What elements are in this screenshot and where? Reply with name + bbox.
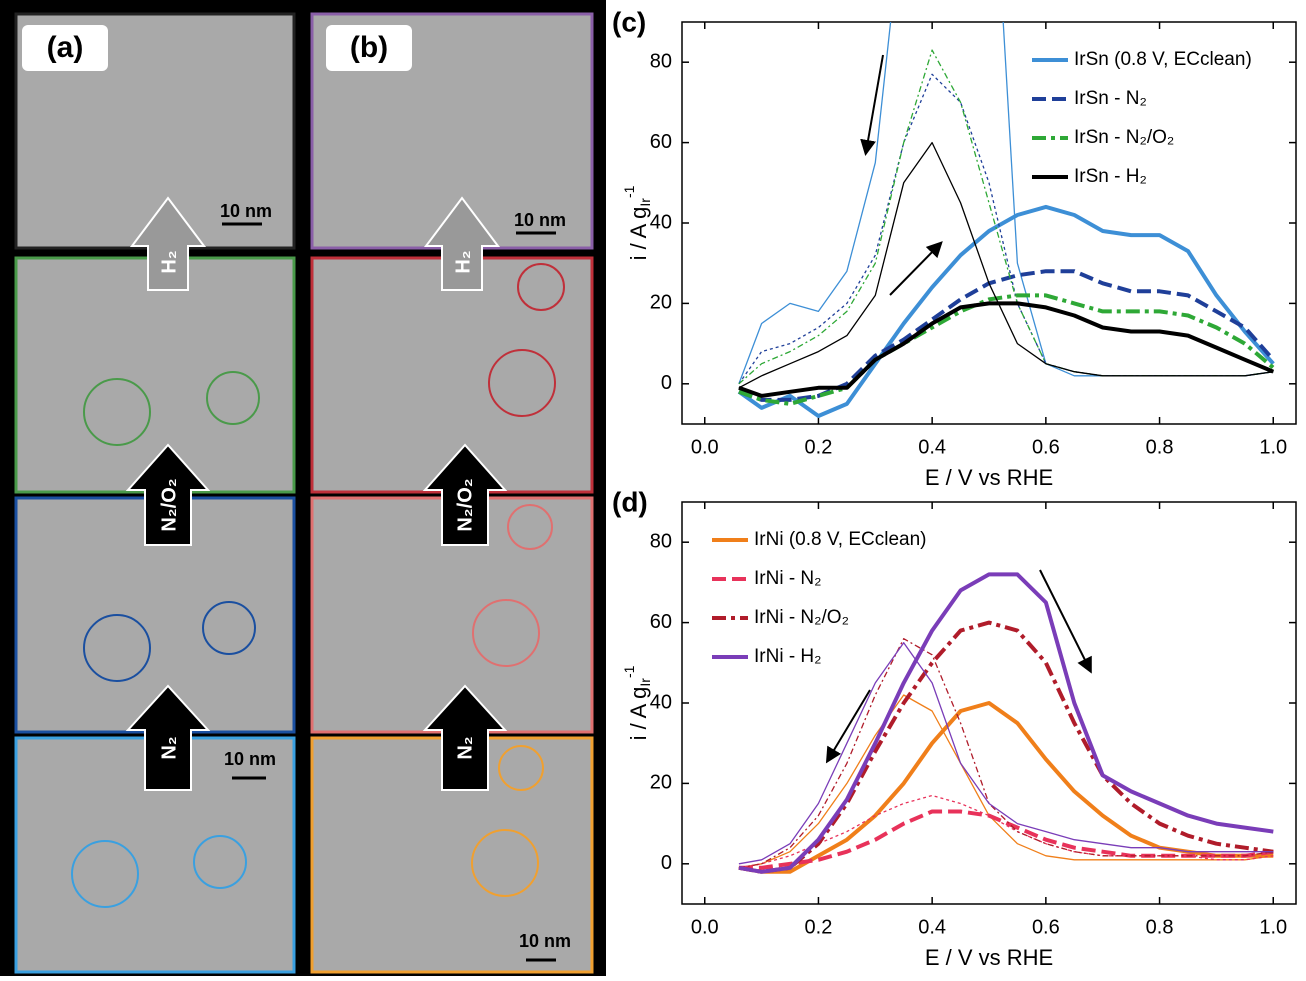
curve	[738, 49, 1274, 385]
x-tick-label: 0.4	[918, 436, 946, 458]
y-tick-label: 40	[650, 691, 672, 713]
scale-bar-label: 10 nm	[220, 201, 272, 221]
curve	[738, 638, 1274, 869]
curve	[738, 293, 1275, 406]
sweep-arrows	[825, 54, 1092, 764]
y-tick-label: 40	[650, 211, 672, 233]
x-tick-label: 0.6	[1032, 436, 1060, 458]
plot-frame	[681, 21, 1297, 425]
x-tick-label: 1.0	[1259, 436, 1287, 458]
curve	[738, 73, 1274, 385]
x-tick-label: 0.2	[805, 916, 833, 938]
x-tick-label: 0.2	[805, 436, 833, 458]
x-tick-label: 0.8	[1146, 916, 1174, 938]
legend-label: IrSn (0.8 V, ECclean)	[1074, 49, 1252, 70]
arrow-label: N₂/O₂	[158, 478, 180, 531]
y-axis-label-main: i / A g	[626, 687, 651, 741]
x-tick-label: 0.0	[691, 436, 719, 458]
curve	[738, 620, 1274, 874]
panel-label: (d)	[612, 486, 648, 517]
y-tick-label: 80	[650, 50, 672, 72]
legend-label: IrNi - N₂/O₂	[754, 607, 849, 628]
x-tick-label: 1.0	[1259, 916, 1287, 938]
x-tick-label: 0.6	[1032, 916, 1060, 938]
x-axis-label: E / V vs RHE	[925, 465, 1053, 490]
arrow-label: H₂	[452, 250, 474, 273]
y-axis-label-sup: -1	[621, 665, 637, 678]
legend-label: IrNi - N₂	[754, 568, 822, 589]
scale-bar-label: 10 nm	[224, 749, 276, 769]
plot-area	[738, 572, 1274, 874]
legend-label: IrNi (0.8 V, ECclean)	[754, 529, 926, 550]
arrow-label: N₂	[454, 736, 476, 759]
legend-label: IrSn - H₂	[1074, 166, 1147, 187]
curve	[738, 694, 1274, 869]
arrow-label: H₂	[158, 250, 180, 273]
panel-label: (c)	[612, 6, 646, 37]
y-tick-label: 60	[650, 131, 672, 153]
x-tick-label: 0.0	[691, 916, 719, 938]
arrow-label: N₂	[158, 736, 180, 759]
arrow-label: N₂/O₂	[454, 478, 476, 531]
curve	[738, 572, 1274, 874]
y-axis-label-main: i / A g	[626, 207, 651, 261]
curve	[738, 141, 1274, 389]
scale-bar-label: 10 nm	[514, 210, 566, 230]
plot-area	[737, 22, 1275, 418]
x-tick-label: 0.8	[1146, 436, 1174, 458]
curve	[737, 204, 1275, 418]
panel-label: (a)	[47, 31, 84, 64]
y-axis-label-sub: Ir	[637, 198, 653, 207]
y-tick-label: 0	[661, 372, 672, 394]
y-tick-label: 60	[650, 611, 672, 633]
curve	[738, 301, 1275, 398]
legend-label: IrNi - H₂	[754, 646, 822, 667]
y-axis-label: i / A gIr-1	[621, 185, 653, 260]
panel-label: (b)	[350, 31, 388, 64]
tem-images	[14, 12, 594, 974]
scale-bar-label: 10 nm	[519, 931, 571, 951]
y-axis-label: i / A gIr-1	[621, 665, 653, 740]
y-tick-label: 0	[661, 852, 672, 874]
y-tick-label: 80	[650, 530, 672, 552]
curve	[738, 642, 1274, 865]
curve	[738, 701, 1274, 874]
legend-label: IrSn - N₂	[1074, 88, 1147, 109]
x-tick-label: 0.4	[918, 916, 946, 938]
y-axis-label-sub: Ir	[637, 678, 653, 687]
y-tick-label: 20	[650, 772, 672, 794]
y-axis-label-sup: -1	[621, 185, 637, 198]
y-tick-label: 20	[650, 292, 672, 314]
x-axis-label: E / V vs RHE	[925, 945, 1053, 970]
legend-label: IrSn - N₂/O₂	[1074, 127, 1174, 148]
